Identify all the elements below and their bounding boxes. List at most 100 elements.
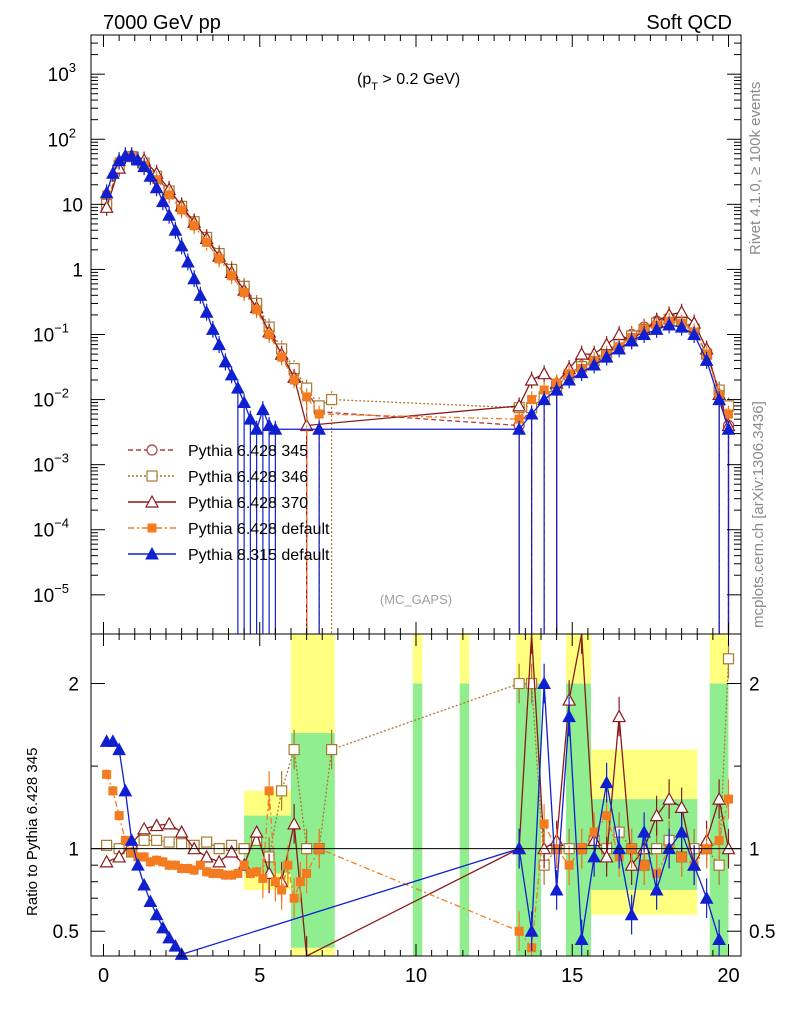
ratio-point-p346 xyxy=(101,839,113,851)
legend-marker-p346 xyxy=(146,470,158,482)
ratio-band-green xyxy=(459,683,470,956)
ratio-point-p370 xyxy=(287,816,302,830)
ratio-point-p346 xyxy=(722,653,735,665)
ratio-point-p6def xyxy=(139,852,149,862)
data-point-p8def xyxy=(524,406,539,420)
ratio-point-p6def xyxy=(602,811,612,821)
data-point-p8def xyxy=(699,353,714,366)
data-point-p8def xyxy=(162,208,176,221)
ratio-point-p6def xyxy=(724,794,733,804)
ratio-point-p8def xyxy=(624,907,639,921)
data-point-p8def xyxy=(256,402,270,416)
ratio-point-p346 xyxy=(713,859,725,871)
ratio-point-p8def xyxy=(137,877,151,891)
data-point-p8def xyxy=(312,422,326,435)
data-point-p8def xyxy=(143,169,158,182)
data-point-p370 xyxy=(99,200,114,213)
data-point-p370 xyxy=(537,366,552,380)
ratio-point-p8def xyxy=(562,709,576,723)
ratio-point-p6def xyxy=(264,786,274,796)
data-point-p8def xyxy=(562,372,576,386)
ratio-point-p370 xyxy=(212,854,227,868)
data-point-p8def xyxy=(206,322,220,335)
data-point-p8def xyxy=(587,357,601,371)
analysis-watermark: (MC_GAPS) xyxy=(380,592,452,607)
y-tick-label: 10−4 xyxy=(33,516,69,542)
ratio-point-p8def xyxy=(143,894,158,908)
ratio-point-p8def xyxy=(131,858,145,871)
data-point-p8def xyxy=(574,365,589,379)
ratio-point-p6def xyxy=(233,868,243,878)
ratio-point-p8def xyxy=(712,932,726,945)
ratio-point-p346 xyxy=(176,838,188,850)
y-tick-label: 10−1 xyxy=(33,321,69,347)
legend-label-p6def: Pythia 6.428 default xyxy=(188,521,330,538)
ratio-point-p370 xyxy=(649,808,664,822)
ratio-point-p6def xyxy=(295,877,305,887)
data-point-p8def xyxy=(268,422,283,435)
data-point-p6def xyxy=(202,237,212,247)
ratio-point-p370 xyxy=(174,824,189,838)
y-tick-label: 1 xyxy=(72,260,83,281)
data-point-p6def xyxy=(227,271,237,281)
ratio-point-p346 xyxy=(151,834,163,847)
ratio-point-p6def xyxy=(714,835,724,845)
ratio-point-p6def xyxy=(283,860,293,870)
ratio-point-p346 xyxy=(138,834,150,847)
data-point-p8def xyxy=(174,238,189,252)
data-point-p8def xyxy=(712,392,726,406)
ratio-y-tick-label-right: 0.5 xyxy=(749,922,775,943)
ratio-point-p6def xyxy=(277,885,287,895)
ratio-point-p346 xyxy=(201,836,213,848)
data-point-p346 xyxy=(326,393,338,406)
data-point-p6def xyxy=(277,352,287,362)
ratio-y-tick-label-right: 1 xyxy=(749,840,760,861)
ratio-point-p8def xyxy=(149,907,164,921)
ratio-point-p6def xyxy=(189,865,199,875)
data-point-p6def xyxy=(264,330,274,339)
ratio-y-tick-label: 0.5 xyxy=(53,922,79,943)
data-point-p8def xyxy=(237,395,251,409)
ratio-point-p6def xyxy=(239,860,249,870)
ratio-point-p6def xyxy=(302,868,312,878)
ratio-point-p8def xyxy=(156,920,170,934)
ratio-point-p8def xyxy=(537,676,551,690)
ratio-point-p6def xyxy=(102,769,112,779)
left-title: 7000 GeV pp xyxy=(103,12,221,34)
x-tick-label: 0 xyxy=(98,965,109,987)
ratio-point-p346 xyxy=(276,785,288,797)
ratio-point-p6def xyxy=(195,860,205,870)
data-point-p8def xyxy=(137,159,151,173)
data-point-p8def xyxy=(512,422,526,435)
ratio-point-p6def xyxy=(514,926,524,936)
data-point-p8def xyxy=(537,392,551,406)
ratio-point-p8def xyxy=(587,849,601,863)
ratio-band-green xyxy=(291,733,335,948)
x-tick-label: 15 xyxy=(561,965,583,987)
ratio-point-p6def xyxy=(589,827,599,837)
ratio-point-p346 xyxy=(163,836,175,848)
ratio-y-tick-label: 1 xyxy=(68,840,79,861)
legend-label-p370: Pythia 6.428 370 xyxy=(188,495,308,512)
ratio-y-tick-label: 2 xyxy=(68,675,79,696)
data-point-p8def xyxy=(181,254,195,268)
data-point-p8def xyxy=(649,322,664,335)
ratio-point-p8def xyxy=(549,882,564,896)
data-point-p8def xyxy=(131,152,145,166)
y-tick-label: 10−5 xyxy=(33,581,69,607)
data-point-p8def xyxy=(612,341,626,355)
data-point-p8def xyxy=(637,327,651,340)
ratio-point-p370 xyxy=(249,824,264,838)
data-point-p8def xyxy=(549,383,564,396)
ratio-point-p370 xyxy=(662,791,677,805)
ratio-band-green xyxy=(412,683,423,956)
mcplots-label: mcplots.cern.ch [arXiv:1306.3436] xyxy=(750,401,767,628)
legend-marker-p6def xyxy=(147,523,157,533)
ratio-point-p346 xyxy=(513,677,525,690)
rivet-version-label: Rivet 4.1.0, ≥ 100k events xyxy=(747,82,764,255)
ratio-point-p8def xyxy=(674,825,689,838)
data-point-p6def xyxy=(189,221,199,231)
data-point-p8def xyxy=(193,288,208,301)
pt-cut-label: (pT > 0.2 GeV) xyxy=(357,71,460,93)
ratio-point-p370 xyxy=(712,791,727,805)
